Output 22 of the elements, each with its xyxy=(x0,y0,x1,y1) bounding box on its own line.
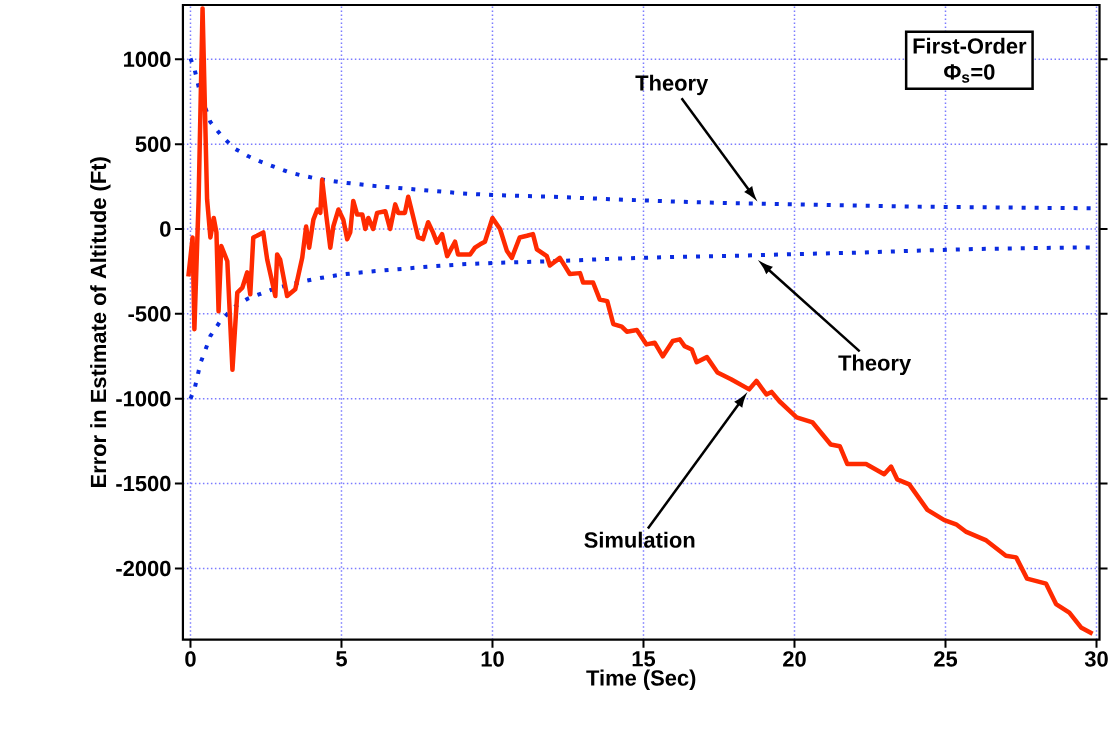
annotation: Φ$_{s}$=0 xyxy=(944,64,995,83)
line-series xyxy=(186,6,1095,637)
x-tick-label: 30 xyxy=(1084,651,1108,667)
y-tick-label: -500 xyxy=(128,306,171,322)
x-tick-label: 5 xyxy=(336,651,347,667)
x-tick-label: 20 xyxy=(783,651,806,667)
x-axis-title: Time (Sec) xyxy=(586,669,696,691)
annotation: Simulation xyxy=(584,531,695,548)
annotation: Theory xyxy=(838,354,912,376)
x-tick-label: 15 xyxy=(632,651,656,667)
annotation: First-Order xyxy=(913,37,1027,54)
y-tick-label: -2000 xyxy=(116,560,171,577)
y-axis-title: Error in Estimate of Altitude (Ft) xyxy=(90,157,111,488)
y-tick-label: -1000 xyxy=(116,391,171,407)
y-tick-label: 500 xyxy=(135,136,171,153)
annotation: Theory xyxy=(635,74,709,96)
x-tick-label: 0 xyxy=(185,651,196,667)
y-tick-label: -1500 xyxy=(116,475,171,492)
x-tick-label: 25 xyxy=(934,651,958,667)
y-tick-label: 0 xyxy=(160,221,171,237)
x-tick-label: 10 xyxy=(481,651,504,667)
y-tick-label: 1000 xyxy=(124,51,171,68)
